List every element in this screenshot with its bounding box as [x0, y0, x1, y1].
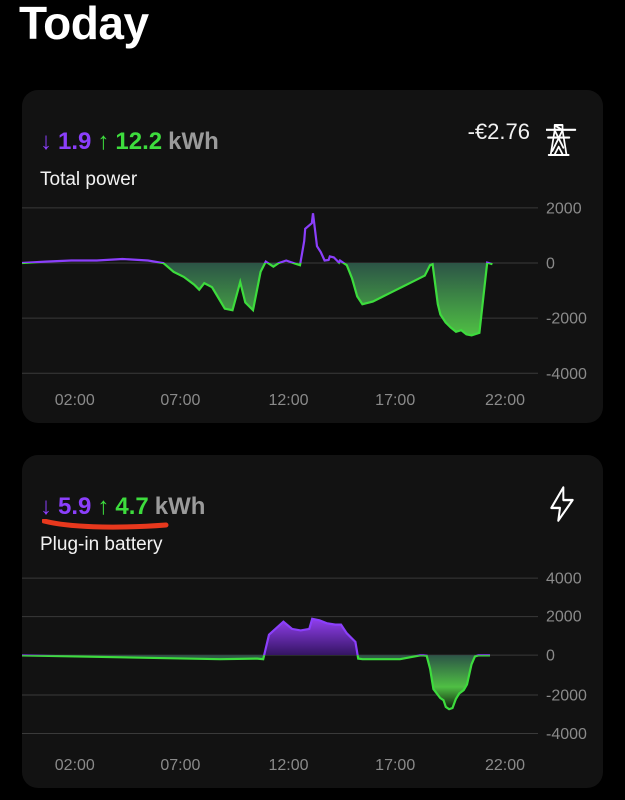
svg-text:02:00: 02:00: [55, 392, 95, 409]
svg-text:12:00: 12:00: [268, 757, 308, 774]
svg-text:07:00: 07:00: [160, 392, 200, 409]
svg-text:22:00: 22:00: [485, 757, 525, 774]
svg-text:12:00: 12:00: [268, 392, 308, 409]
svg-text:-2000: -2000: [546, 311, 587, 328]
svg-text:4000: 4000: [546, 571, 582, 588]
svg-text:-2000: -2000: [546, 688, 587, 705]
svg-text:-4000: -4000: [546, 726, 587, 743]
svg-text:07:00: 07:00: [160, 757, 200, 774]
svg-text:2000: 2000: [546, 201, 582, 218]
svg-text:17:00: 17:00: [375, 757, 415, 774]
svg-text:-4000: -4000: [546, 366, 587, 383]
svg-text:22:00: 22:00: [485, 392, 525, 409]
svg-text:02:00: 02:00: [55, 757, 95, 774]
svg-text:2000: 2000: [546, 609, 582, 626]
svg-text:0: 0: [546, 256, 555, 273]
svg-text:0: 0: [546, 648, 555, 665]
svg-text:17:00: 17:00: [375, 392, 415, 409]
